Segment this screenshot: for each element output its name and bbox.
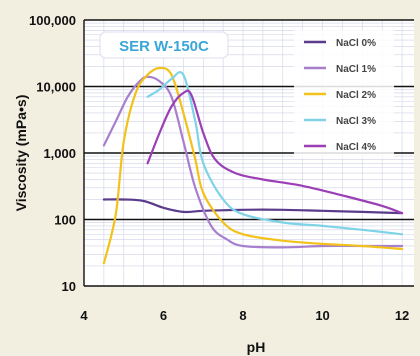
x-tick-label: 12 — [395, 308, 409, 323]
y-tick-label: 100,000 — [29, 13, 76, 28]
legend-label: NaCl 4% — [336, 142, 376, 153]
series-line-nacl-2 — [102, 66, 404, 265]
series-lines — [102, 66, 404, 265]
y-tick-label: 10 — [62, 279, 76, 294]
legend: NaCl 0% NaCl 1% NaCl 2% NaCl 3% NaCl 4% — [294, 30, 394, 158]
y-tick-label: 1,000 — [43, 146, 76, 161]
legend-label: NaCl 1% — [336, 64, 376, 75]
x-tick-label: 8 — [239, 308, 246, 323]
x-axis-title: pH — [247, 339, 266, 355]
badge-label: SER W-150C — [119, 38, 209, 55]
series-line-nacl-3 — [146, 71, 404, 236]
legend-label: NaCl 3% — [336, 116, 376, 127]
legend-label: NaCl 2% — [336, 90, 376, 101]
x-tick-label: 10 — [315, 308, 329, 323]
series-line-nacl-1 — [102, 75, 404, 249]
y-tick-label: 10,000 — [36, 80, 76, 95]
series-line-nacl-4 — [146, 89, 404, 215]
y-tick-label: 100 — [54, 213, 76, 228]
legend-label: NaCl 0% — [336, 38, 376, 49]
badge: SER W-150C — [99, 31, 229, 59]
y-axis-title: Viscosity (mPa•s) — [13, 95, 29, 212]
x-tick-label: 6 — [160, 308, 167, 323]
x-tick-label: 4 — [80, 308, 88, 323]
axes: 10 100 1,000 10,000 100,000 4 6 8 10 12 — [29, 13, 409, 323]
